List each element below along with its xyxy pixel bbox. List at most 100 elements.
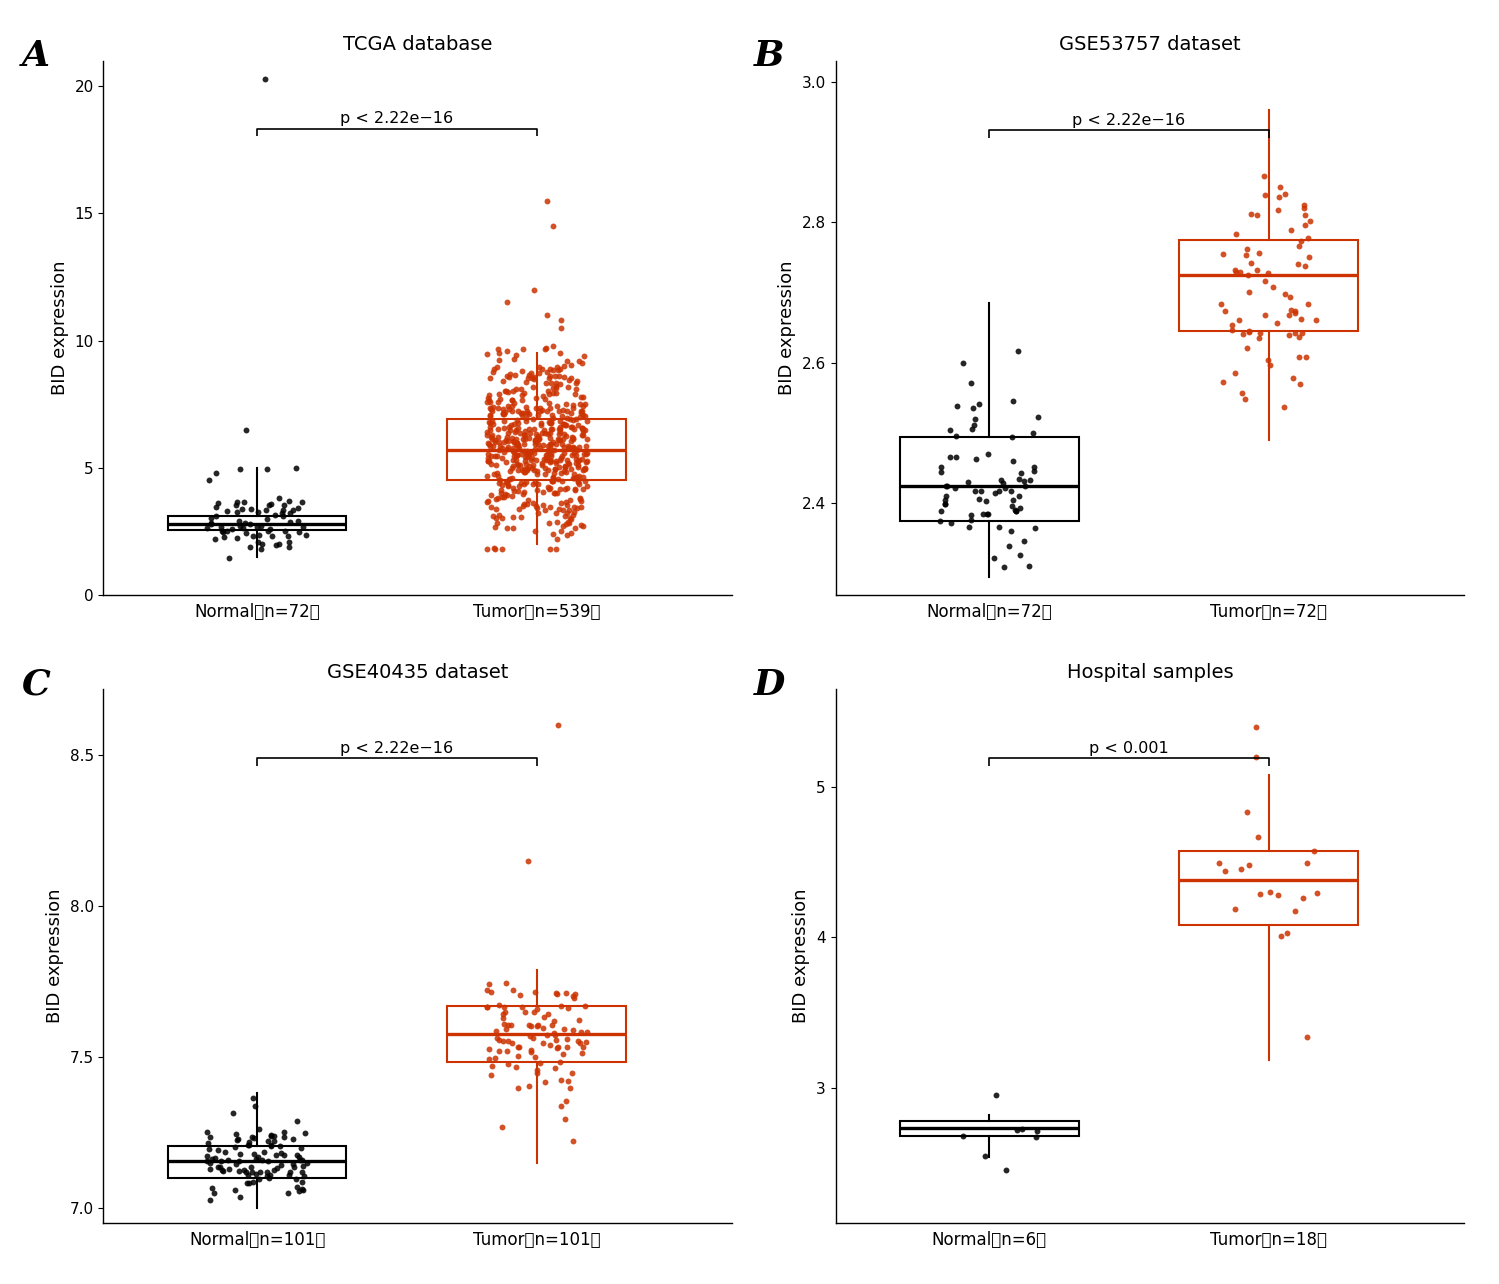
Point [556,1037,580,1058]
Point [208,1150,232,1171]
Point [553,456,577,476]
Point [493,380,517,401]
Point [498,420,522,440]
Point [276,525,300,546]
Point [541,216,565,236]
Point [541,404,565,425]
Point [483,538,507,559]
Point [238,537,262,557]
Point [573,420,597,440]
Point [573,995,597,1016]
Point [487,505,511,525]
Point [525,461,549,482]
Point [973,490,997,511]
Point [495,473,519,493]
Point [547,430,571,451]
Point [280,1154,304,1175]
Point [567,451,591,471]
Point [961,415,985,435]
Point [544,502,568,523]
Point [259,1135,283,1156]
Point [1279,300,1303,321]
Point [519,1026,543,1046]
Point [555,1091,579,1112]
Point [558,507,582,528]
Point [550,446,574,466]
Point [199,512,223,533]
Point [549,374,573,394]
Point [496,475,520,496]
Point [934,493,958,514]
Point [511,494,535,515]
Point [535,424,559,444]
Point [481,397,505,417]
Point [929,456,953,476]
Point [477,390,501,411]
Point [1207,853,1231,873]
Point [1001,390,1025,411]
Point [1240,203,1264,223]
Point [570,515,594,535]
Point [495,340,519,361]
Point [244,517,268,538]
Point [574,444,598,465]
Point [950,1126,974,1147]
Point [1220,320,1244,340]
Point [562,479,586,499]
Point [235,1174,259,1194]
Point [505,455,529,475]
Point [492,1003,516,1023]
Point [522,377,546,398]
Point [544,357,568,377]
Point [487,435,511,456]
Point [225,528,249,548]
Point [475,448,499,469]
Point [567,474,591,494]
Point [564,444,588,465]
Point [570,425,594,446]
Point [517,1014,541,1035]
Point [1225,261,1249,281]
Point [502,393,526,413]
Point [513,425,537,446]
Point [1277,306,1301,326]
Point [1225,223,1249,244]
Point [932,489,956,510]
Point [516,401,540,421]
Point [1013,475,1037,496]
Point [507,437,531,457]
Point [1256,262,1280,282]
Point [513,458,537,479]
Point [535,304,559,325]
Point [525,498,549,519]
Point [1283,900,1307,921]
Point [231,499,255,520]
Point [561,417,585,438]
Point [520,458,544,479]
Point [970,482,994,502]
Point [549,479,573,499]
Point [1228,262,1252,282]
Point [549,493,573,514]
Y-axis label: BID expression: BID expression [51,261,69,395]
Point [529,1053,553,1073]
Point [1294,204,1318,225]
Point [967,489,991,510]
Point [264,534,288,555]
Point [1004,501,1028,521]
Point [232,492,256,512]
Point [246,532,270,552]
Point [492,404,516,425]
Point [504,379,528,399]
Point [547,401,571,421]
Y-axis label: BID expression: BID expression [46,889,64,1023]
Point [487,440,511,461]
Point [501,438,525,458]
Point [1265,312,1289,333]
Point [492,417,516,438]
Point [526,1014,550,1035]
Point [487,384,511,404]
Point [490,508,514,529]
Point [291,1156,315,1176]
Point [492,411,516,431]
